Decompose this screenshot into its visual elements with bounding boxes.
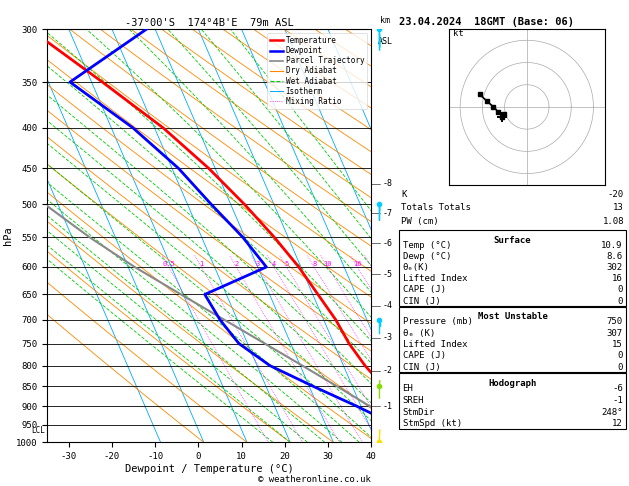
- Text: -1: -1: [612, 396, 623, 405]
- Text: LCL: LCL: [31, 426, 45, 434]
- Text: PW (cm): PW (cm): [401, 217, 439, 226]
- Text: Most Unstable: Most Unstable: [477, 312, 548, 322]
- Text: 5: 5: [284, 261, 289, 267]
- Text: -1: -1: [382, 401, 392, 411]
- Text: -5: -5: [382, 270, 392, 279]
- Text: 23.04.2024  18GMT (Base: 06): 23.04.2024 18GMT (Base: 06): [399, 17, 574, 27]
- Text: 1.08: 1.08: [603, 217, 624, 226]
- Text: 302: 302: [606, 263, 623, 272]
- Text: -6: -6: [612, 384, 623, 393]
- Title: -37°00'S  174°4B'E  79m ASL: -37°00'S 174°4B'E 79m ASL: [125, 18, 294, 28]
- Text: 0: 0: [617, 296, 623, 306]
- Text: 12: 12: [612, 419, 623, 428]
- Text: 3: 3: [256, 261, 260, 267]
- Text: -4: -4: [382, 301, 392, 311]
- Text: Lifted Index: Lifted Index: [403, 340, 467, 349]
- Text: EH: EH: [403, 384, 413, 393]
- Text: 2: 2: [234, 261, 238, 267]
- Text: CAPE (J): CAPE (J): [403, 351, 445, 361]
- Text: 1: 1: [199, 261, 203, 267]
- Text: 0: 0: [617, 285, 623, 295]
- Text: -2: -2: [382, 366, 392, 375]
- Text: Temp (°C): Temp (°C): [403, 241, 451, 250]
- Text: Lifted Index: Lifted Index: [403, 275, 467, 283]
- Text: SREH: SREH: [403, 396, 424, 405]
- Text: 750: 750: [606, 317, 623, 327]
- Text: 0: 0: [617, 363, 623, 372]
- Legend: Temperature, Dewpoint, Parcel Trajectory, Dry Adiabat, Wet Adiabat, Isotherm, Mi: Temperature, Dewpoint, Parcel Trajectory…: [267, 33, 367, 109]
- Text: StmSpd (kt): StmSpd (kt): [403, 419, 462, 428]
- Text: -8: -8: [382, 179, 392, 189]
- Text: kt: kt: [454, 29, 464, 38]
- Text: 8: 8: [312, 261, 316, 267]
- Text: Dewp (°C): Dewp (°C): [403, 252, 451, 261]
- Text: CAPE (J): CAPE (J): [403, 285, 445, 295]
- X-axis label: Dewpoint / Temperature (°C): Dewpoint / Temperature (°C): [125, 464, 294, 474]
- Text: Pressure (mb): Pressure (mb): [403, 317, 472, 327]
- Text: θₑ(K): θₑ(K): [403, 263, 430, 272]
- Text: Surface: Surface: [494, 236, 532, 245]
- Text: StmDir: StmDir: [403, 408, 435, 417]
- Text: 10: 10: [323, 261, 332, 267]
- Text: -7: -7: [382, 209, 392, 218]
- Text: 248°: 248°: [601, 408, 623, 417]
- Text: 8.6: 8.6: [606, 252, 623, 261]
- Text: 0: 0: [617, 351, 623, 361]
- Text: -3: -3: [382, 333, 392, 342]
- Text: 16: 16: [353, 261, 362, 267]
- Text: K: K: [401, 190, 407, 199]
- Text: 0.5: 0.5: [162, 261, 175, 267]
- Text: 15: 15: [612, 340, 623, 349]
- Text: -6: -6: [382, 239, 392, 248]
- Text: 4: 4: [272, 261, 276, 267]
- Text: ASL: ASL: [378, 37, 392, 47]
- Text: Hodograph: Hodograph: [489, 379, 537, 388]
- Y-axis label: hPa: hPa: [3, 226, 13, 245]
- Text: θₑ (K): θₑ (K): [403, 329, 435, 338]
- Text: Totals Totals: Totals Totals: [401, 203, 471, 212]
- Text: CIN (J): CIN (J): [403, 296, 440, 306]
- Text: © weatheronline.co.uk: © weatheronline.co.uk: [258, 474, 371, 484]
- Text: 307: 307: [606, 329, 623, 338]
- Text: -20: -20: [608, 190, 624, 199]
- Text: 10.9: 10.9: [601, 241, 623, 250]
- Text: km: km: [381, 16, 390, 25]
- Text: CIN (J): CIN (J): [403, 363, 440, 372]
- Text: 13: 13: [613, 203, 624, 212]
- Text: 16: 16: [612, 275, 623, 283]
